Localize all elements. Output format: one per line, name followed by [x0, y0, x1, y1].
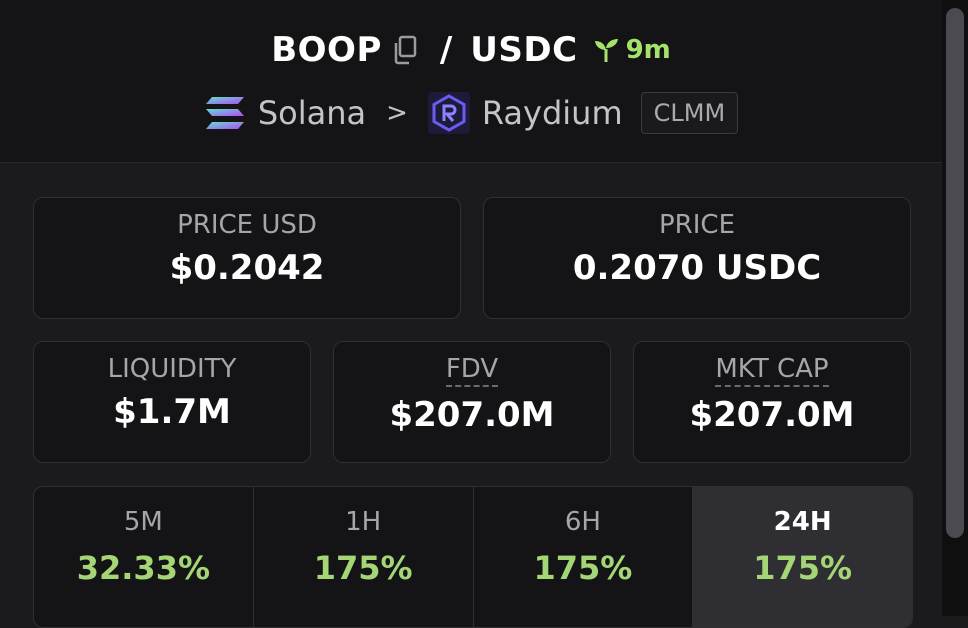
pair-title-row: BOOP / USDC 9m — [0, 30, 942, 70]
liquidity-value: $1.7M — [113, 392, 231, 432]
tab-label: 1H — [345, 507, 382, 537]
base-token-symbol: BOOP — [271, 30, 382, 70]
price-usd-label: PRICE USD — [177, 210, 317, 240]
chain-dex-row: Solana > Raydium CLMM — [0, 92, 942, 134]
price-card: PRICE 0.2070 USDC — [483, 197, 911, 319]
price-value: 0.2070 USDC — [572, 248, 822, 288]
scrollbar-thumb[interactable] — [946, 8, 964, 538]
tab-1h[interactable]: 1H 175% — [254, 487, 474, 627]
mkt-cap-value: $207.0M — [689, 395, 855, 435]
tab-6h[interactable]: 6H 175% — [474, 487, 694, 627]
tab-5m[interactable]: 5M 32.33% — [34, 487, 254, 627]
liquidity-label: LIQUIDITY — [107, 354, 237, 384]
dex-link[interactable]: Raydium — [481, 94, 623, 132]
liquidity-card: LIQUIDITY $1.7M — [33, 341, 311, 463]
seedling-icon — [594, 39, 618, 62]
copy-icon[interactable] — [392, 35, 418, 65]
pair-separator: / — [439, 30, 453, 70]
price-usd-value: $0.2042 — [169, 248, 325, 288]
tab-label: 5M — [123, 507, 163, 537]
change-value: 175% — [533, 549, 633, 587]
age-text: 9m — [625, 35, 671, 65]
change-value: 175% — [313, 549, 413, 587]
quote-token-symbol: USDC — [470, 30, 578, 70]
raydium-icon — [427, 92, 470, 134]
mkt-cap-card[interactable]: MKT CAP $207.0M — [633, 341, 911, 463]
fdv-value: $207.0M — [389, 395, 555, 435]
chain-link[interactable]: Solana — [257, 94, 367, 132]
price-label: PRICE — [659, 210, 735, 240]
change-value: 175% — [753, 549, 853, 587]
pool-type-badge: CLMM — [640, 92, 739, 134]
solana-icon — [205, 97, 244, 129]
pair-age: 9m — [592, 35, 671, 65]
chevron-right-icon: > — [386, 98, 408, 128]
fdv-card[interactable]: FDV $207.0M — [333, 341, 611, 463]
tab-label: 6H — [564, 507, 601, 537]
change-value: 32.33% — [76, 549, 211, 587]
fdv-label[interactable]: FDV — [445, 354, 499, 387]
tab-24h[interactable]: 24H 175% — [693, 487, 912, 627]
scrollbar[interactable] — [942, 0, 968, 616]
price-change-tabs: 5M 32.33% 1H 175% 6H 175% 24H 175% — [33, 486, 913, 628]
pair-header: BOOP / USDC 9m — [0, 0, 942, 163]
price-usd-card: PRICE USD $0.2042 — [33, 197, 461, 319]
mkt-cap-label[interactable]: MKT CAP — [715, 354, 829, 387]
tab-label: 24H — [773, 507, 832, 537]
